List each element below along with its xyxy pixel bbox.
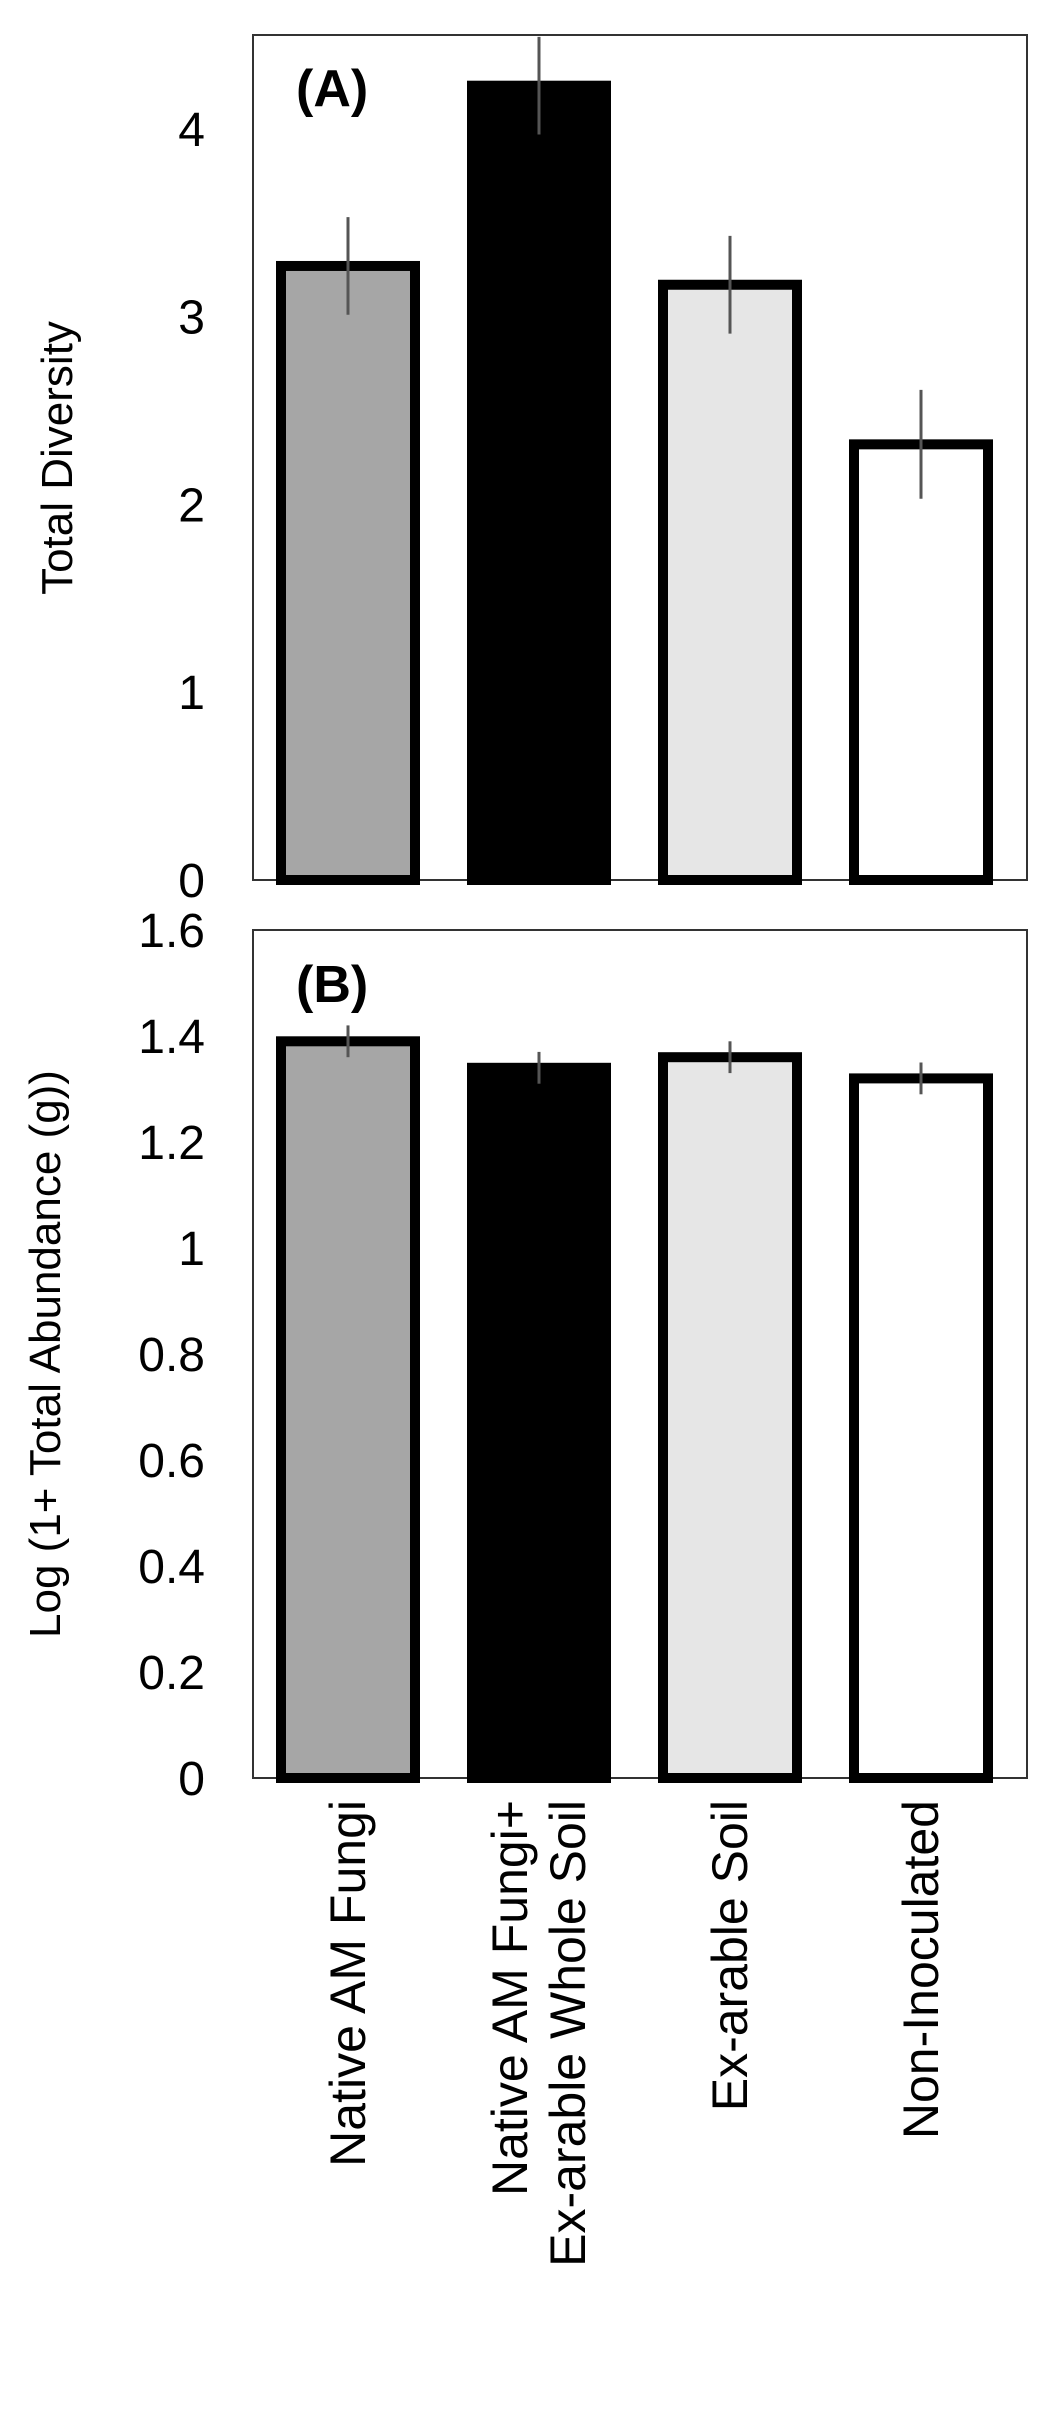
x-category-label: Ex-arable Soil	[702, 1800, 758, 2111]
panel-b: (B) Log (1+ Total Abundance (g)) 0 0.2 0.4…	[21, 905, 1028, 1806]
bar	[849, 439, 993, 885]
y-tick-label: 3	[178, 292, 205, 345]
bar	[467, 1062, 611, 1784]
panel-a-label: (A)	[296, 60, 368, 118]
panel-b-bars	[276, 1025, 993, 1784]
bar	[276, 260, 420, 885]
panel-a-frame	[252, 34, 1028, 881]
y-tick-label: 0.6	[138, 1435, 205, 1488]
y-tick-label: 0	[178, 855, 205, 908]
bar	[658, 279, 802, 885]
y-tick-label: 1	[178, 667, 205, 720]
panel-a: (A) Total Diversity 0 1 2 3 4	[33, 34, 1028, 908]
bar	[658, 1052, 802, 1783]
x-category-labels: Native AM Fungi Native AM Fungi+ Ex-arable…	[320, 1800, 949, 2267]
y-tick-label: 1.6	[138, 905, 205, 958]
y-tick-label: 0.2	[138, 1647, 205, 1700]
x-category-label: Native AM Fungi	[320, 1800, 376, 2167]
y-tick-label: 0	[178, 1753, 205, 1806]
panel-b-y-ticks: 0 0.2 0.4 0.6 0.8 1 1.2 1.4 1.6	[138, 905, 205, 1806]
panel-b-label: (B)	[296, 956, 368, 1014]
panel-a-ylabel: Total Diversity	[33, 321, 82, 595]
panel-a-y-ticks: 0 1 2 3 4	[178, 104, 205, 908]
panel-a-bars	[276, 36, 993, 885]
x-category-label: Non-Inoculated	[893, 1800, 949, 2139]
panel-b-ylabel: Log (1+ Total Abundance (g))	[21, 1070, 70, 1638]
y-tick-label: 1.2	[138, 1117, 205, 1170]
y-tick-label: 4	[178, 104, 205, 157]
panel-b-frame	[252, 929, 1028, 1779]
y-tick-label: 1	[178, 1223, 205, 1276]
bar	[849, 1073, 993, 1783]
y-tick-label: 1.4	[138, 1011, 205, 1064]
x-category-label: Native AM Fungi+	[482, 1800, 538, 2196]
y-tick-label: 0.8	[138, 1329, 205, 1382]
bar	[467, 80, 611, 885]
y-tick-label: 2	[178, 479, 205, 532]
x-category-label: Ex-arable Whole Soil	[540, 1800, 596, 2267]
bar	[276, 1036, 420, 1784]
y-tick-label: 0.4	[138, 1541, 205, 1594]
